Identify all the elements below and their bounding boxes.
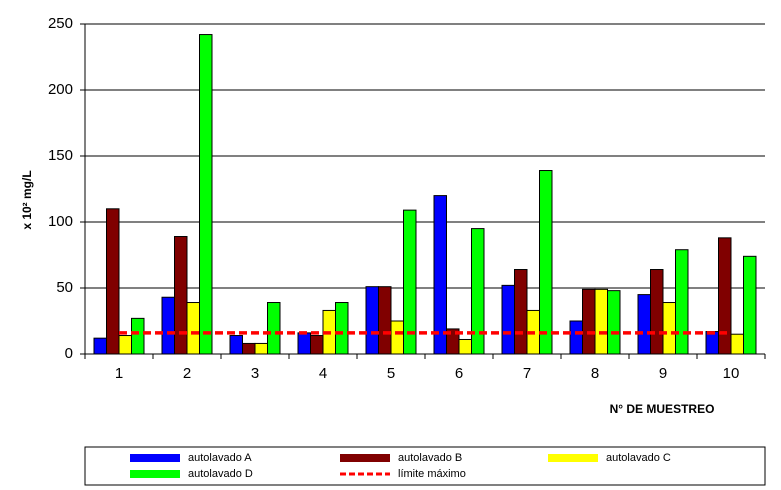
bar (267, 302, 281, 355)
bar (514, 269, 528, 355)
bar (118, 335, 132, 355)
y-tick-label: 250 (48, 15, 73, 32)
bar (242, 342, 256, 355)
bar (539, 170, 553, 355)
legend-label: límite máximo (398, 468, 466, 480)
bar (607, 290, 621, 355)
legend-swatch (130, 470, 180, 478)
bar (310, 335, 324, 355)
x-tick-label: 1 (115, 365, 123, 382)
y-tick-label: 150 (48, 147, 73, 164)
bar (297, 332, 311, 355)
x-tick-label: 7 (523, 365, 531, 382)
x-tick-label: 4 (319, 365, 327, 382)
bar (365, 286, 379, 355)
bar (131, 317, 145, 355)
bar (199, 34, 213, 355)
bar (161, 296, 175, 355)
bar (433, 195, 447, 355)
legend-label: autolavado C (606, 452, 671, 464)
x-tick-label: 8 (591, 365, 599, 382)
legend-label: autolavado B (398, 452, 462, 464)
bar (675, 249, 689, 355)
x-tick-label: 9 (659, 365, 667, 382)
bar (582, 288, 596, 355)
legend-swatch (130, 454, 180, 462)
bar (229, 335, 243, 355)
x-axis-label: N° DE MUESTREO (610, 402, 715, 416)
bar (650, 269, 664, 355)
x-tick-label: 2 (183, 365, 191, 382)
bar (254, 342, 268, 355)
legend-swatch (340, 454, 390, 462)
bar (730, 333, 744, 355)
x-tick-label: 3 (251, 365, 259, 382)
bar (718, 237, 732, 355)
x-tick-label: 6 (455, 365, 463, 382)
bar (458, 338, 472, 355)
legend-label: autolavado A (188, 452, 252, 464)
y-axis-label: x 10² mg/L (20, 170, 34, 229)
bar (390, 320, 404, 355)
bar (594, 288, 608, 355)
y-tick-label: 100 (48, 213, 73, 230)
bar (378, 286, 392, 355)
legend-box (84, 446, 766, 486)
bar (93, 337, 107, 355)
bar (186, 302, 200, 355)
bar (335, 302, 349, 355)
bar (174, 236, 188, 355)
x-tick-label: 10 (723, 365, 740, 382)
bar (501, 284, 515, 355)
legend-swatch (548, 454, 598, 462)
bar (403, 209, 417, 355)
legend-label: autolavado D (188, 468, 253, 480)
bar (637, 294, 651, 355)
bar (743, 255, 757, 355)
bar (106, 208, 120, 355)
bar (705, 331, 719, 355)
x-tick-label: 5 (387, 365, 395, 382)
y-tick-label: 50 (56, 279, 73, 296)
y-tick-label: 200 (48, 81, 73, 98)
bar (471, 228, 485, 355)
y-tick-label: 0 (65, 345, 73, 362)
bar (662, 302, 676, 355)
bar (569, 320, 583, 355)
